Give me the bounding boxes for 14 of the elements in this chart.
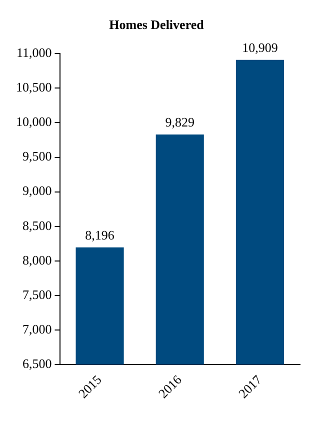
y-tick-label: 8,500 xyxy=(22,218,52,233)
data-label: 10,909 xyxy=(242,40,278,55)
y-tick-label: 8,000 xyxy=(22,252,52,268)
y-tick-label: 10,000 xyxy=(16,114,52,130)
data-label: 8,196 xyxy=(85,227,115,242)
y-tick-label: 9,000 xyxy=(22,183,52,198)
y-tick-label: 7,000 xyxy=(22,321,52,336)
y-tick-label: 6,500 xyxy=(22,356,52,372)
data-label: 9,829 xyxy=(165,114,194,130)
y-tick-label: 9,500 xyxy=(22,148,52,164)
y-tick-label: 10,500 xyxy=(16,80,52,95)
y-tick-label: 7,500 xyxy=(22,286,52,302)
chart-title: Homes Delivered xyxy=(109,17,205,32)
y-tick-label: 11,000 xyxy=(16,45,52,60)
